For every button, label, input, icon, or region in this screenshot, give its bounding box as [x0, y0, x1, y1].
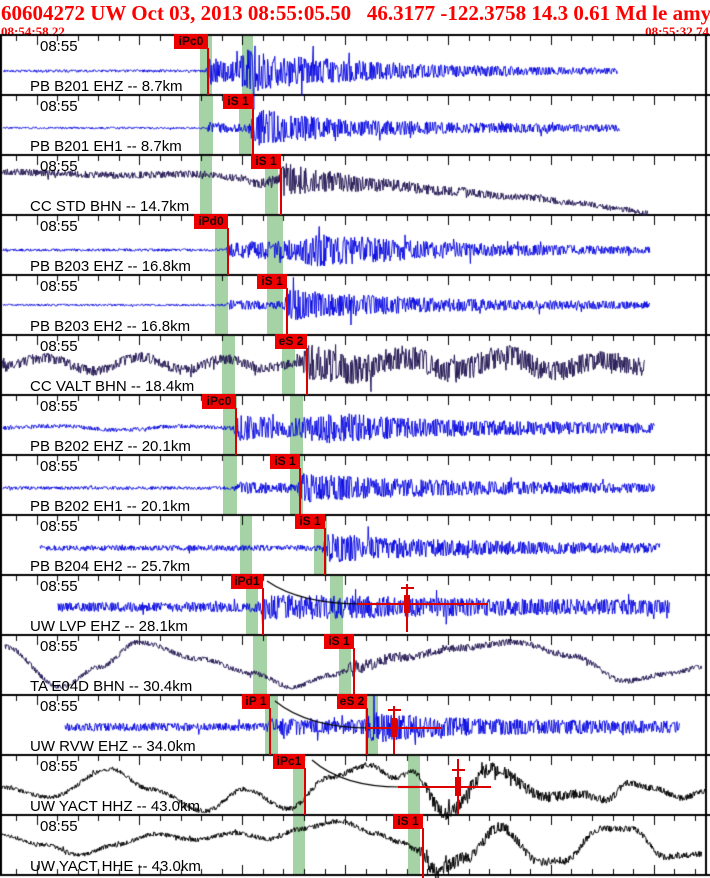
- station-label: PB B203 EHZ -- 16.8km: [30, 258, 191, 275]
- station-label: PB B201 EH1 -- 8.7km: [30, 138, 182, 155]
- trace-panel[interactable]: 08:55 TA E04D BHN -- 30.4km iS 1: [0, 634, 710, 695]
- pick-flag[interactable]: iS 1: [393, 814, 423, 829]
- station-label: UW RVW EHZ -- 34.0km: [30, 738, 196, 755]
- trace-panel[interactable]: 08:55 UW YACT HHE -- 43.0km iS 1: [0, 814, 710, 878]
- pick-line[interactable]: [324, 528, 326, 575]
- pick-flag[interactable]: eS 2: [337, 694, 367, 709]
- trace-panel[interactable]: 08:55 CC STD BHN -- 14.7km iS 1: [0, 154, 710, 215]
- trace-minute-label: 08:55: [40, 38, 78, 55]
- trace-minute-label: 08:55: [40, 338, 78, 355]
- station-label: UW YACT HHZ -- 43.0km: [30, 798, 201, 815]
- pick-line[interactable]: [207, 48, 209, 95]
- station-label: CC STD BHN -- 14.7km: [30, 198, 190, 215]
- trace-panel[interactable]: 08:55 PB B203 EHZ -- 16.8km iPd0: [0, 214, 710, 275]
- trace-minute-label: 08:55: [40, 818, 78, 835]
- station-label: PB B202 EHZ -- 20.1km: [30, 438, 191, 455]
- pick-line[interactable]: [366, 708, 368, 755]
- trace-minute-label: 08:55: [40, 518, 78, 535]
- station-label: UW YACT HHE -- 43.0km: [30, 858, 201, 875]
- trace-minute-label: 08:55: [40, 98, 78, 115]
- pick-flag[interactable]: iPd0: [194, 214, 228, 229]
- trace-panel[interactable]: 08:55 CC VALT BHN -- 18.4km eS 2: [0, 334, 710, 395]
- pick-line[interactable]: [227, 228, 229, 275]
- pick-line[interactable]: [306, 348, 308, 395]
- coda-duration-line[interactable]: [368, 727, 441, 729]
- trace-minute-label: 08:55: [40, 218, 78, 235]
- pick-flag[interactable]: iS 1: [324, 634, 354, 649]
- pick-flag[interactable]: iS 1: [257, 274, 287, 289]
- trace-panel[interactable]: 08:55 UW YACT HHZ -- 43.0km iPc1: [0, 754, 710, 815]
- pick-flag[interactable]: iS 1: [223, 94, 253, 109]
- trace-panel[interactable]: 08:55 PB B204 EH2 -- 25.7km iS 1: [0, 514, 710, 575]
- coda-end-bar[interactable]: [404, 595, 410, 613]
- trace-panel[interactable]: 08:55 PB B201 EH1 -- 8.7km iS 1: [0, 94, 710, 155]
- coda-end-bar[interactable]: [391, 718, 397, 737]
- pick-flag[interactable]: iS 1: [295, 514, 325, 529]
- trace-panel[interactable]: 08:55 UW RVW EHZ -- 34.0km iP 1 eS 2: [0, 694, 710, 755]
- pick-flag[interactable]: iPc0: [174, 34, 208, 49]
- trace-minute-label: 08:55: [40, 638, 78, 655]
- pick-line[interactable]: [252, 108, 254, 155]
- trace-minute-label: 08:55: [40, 398, 78, 415]
- pick-line[interactable]: [235, 408, 237, 455]
- trace-minute-label: 08:55: [40, 278, 78, 295]
- trace-panel[interactable]: 08:55 PB B202 EH1 -- 20.1km iS 1: [0, 454, 710, 515]
- pick-line[interactable]: [299, 468, 301, 515]
- pick-line[interactable]: [269, 708, 271, 755]
- pick-flag[interactable]: iPc0: [202, 394, 236, 409]
- station-label: PB B202 EH1 -- 20.1km: [30, 498, 191, 515]
- trace-minute-label: 08:55: [40, 698, 78, 715]
- pick-flag[interactable]: iP 1: [242, 694, 270, 709]
- pick-line[interactable]: [262, 588, 264, 635]
- pick-line[interactable]: [286, 288, 288, 335]
- trace-panel[interactable]: 08:55 UW LVP EHZ -- 28.1km iPd1: [0, 574, 710, 635]
- trace-minute-label: 08:55: [40, 758, 78, 775]
- station-label: PB B203 EH2 -- 16.8km: [30, 318, 191, 335]
- coda-cross-tick[interactable]: [452, 769, 465, 771]
- station-label: UW LVP EHZ -- 28.1km: [30, 618, 188, 635]
- trace-panel[interactable]: 08:55 PB B203 EH2 -- 16.8km iS 1: [0, 274, 710, 335]
- coda-end-bar[interactable]: [455, 777, 461, 796]
- trace-panel[interactable]: 08:55 PB B201 EHZ -- 8.7km iPc0: [0, 34, 710, 95]
- coda-duration-line[interactable]: [358, 603, 488, 605]
- station-label: CC VALT BHN -- 18.4km: [30, 378, 195, 395]
- station-label: PB B204 EH2 -- 25.7km: [30, 558, 191, 575]
- pick-flag[interactable]: iS 1: [270, 454, 300, 469]
- trace-minute-label: 08:55: [40, 158, 78, 175]
- coda-duration-line[interactable]: [398, 786, 491, 788]
- pick-flag[interactable]: iPc1: [273, 754, 305, 769]
- pick-line[interactable]: [280, 168, 282, 215]
- coda-cross-tick[interactable]: [401, 587, 414, 589]
- trace-panel[interactable]: 08:55 PB B202 EHZ -- 20.1km iPc0: [0, 394, 710, 455]
- pick-flag[interactable]: iPd1: [231, 574, 263, 589]
- coda-cross-tick[interactable]: [388, 709, 401, 711]
- pick-flag[interactable]: eS 2: [275, 334, 307, 349]
- trace-minute-label: 08:55: [40, 578, 78, 595]
- pick-line[interactable]: [422, 828, 424, 878]
- station-label: TA E04D BHN -- 30.4km: [30, 678, 193, 695]
- pick-line[interactable]: [304, 768, 306, 815]
- trace-minute-label: 08:55: [40, 458, 78, 475]
- pick-flag[interactable]: iS 1: [251, 154, 281, 169]
- station-label: PB B201 EHZ -- 8.7km: [30, 78, 183, 95]
- pick-line[interactable]: [353, 648, 355, 695]
